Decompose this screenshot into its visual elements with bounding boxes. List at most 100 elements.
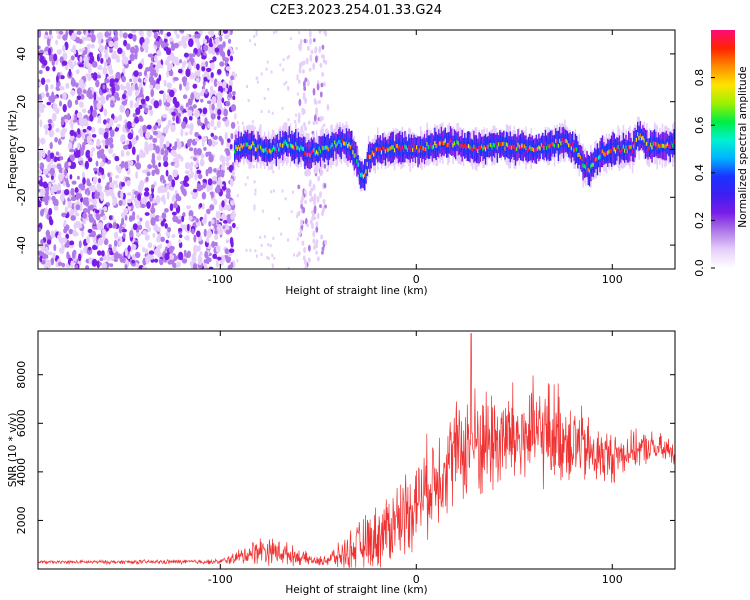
heatmap-cell [455, 143, 457, 147]
heatmap-cell [343, 141, 345, 146]
heatmap-cell [106, 94, 112, 98]
heatmap-cell [96, 102, 102, 110]
heatmap-cell [95, 160, 99, 167]
heatmap-cell [112, 201, 117, 206]
heatmap-cell [47, 251, 53, 256]
heatmap-cell [186, 139, 192, 148]
heatmap-cell [357, 162, 359, 167]
heatmap-cell [70, 55, 75, 61]
heatmap-cell [93, 167, 98, 172]
heatmap-cell [98, 222, 104, 231]
heatmap-cell [63, 219, 67, 227]
heatmap-cell [165, 140, 170, 147]
heatmap-cell [185, 33, 190, 42]
heatmap-cell [547, 144, 549, 149]
heatmap-cell [267, 148, 270, 153]
heatmap-cell [74, 114, 77, 123]
heatmap-cell [527, 147, 530, 152]
heatmap-cell [48, 182, 52, 189]
heatmap-cell [189, 72, 195, 80]
heatmap-cell [76, 95, 82, 101]
heatmap-cell [97, 64, 103, 71]
heatmap-cell [216, 120, 221, 128]
heatmap-cell [260, 252, 263, 256]
heatmap-cell [49, 152, 55, 160]
heatmap-cell [452, 143, 454, 148]
heatmap-cell [302, 206, 306, 214]
heatmap-cell [146, 171, 151, 177]
heatmap-cell [540, 142, 543, 147]
heatmap-cell [274, 146, 276, 151]
heatmap-cell [338, 139, 340, 144]
heatmap-cell [39, 119, 43, 128]
heatmap-cell [252, 165, 255, 169]
heatmap-cell [61, 262, 66, 268]
heatmap-cell [271, 147, 274, 152]
heatmap-cell [105, 190, 110, 197]
heatmap-cell [640, 136, 643, 141]
heatmap-cell [105, 123, 111, 129]
heatmap-cell [303, 86, 307, 91]
heatmap-cell [153, 32, 158, 40]
heatmap-cell [312, 212, 315, 219]
heatmap-cell [269, 148, 271, 153]
heatmap-cell [287, 55, 290, 59]
heatmap-cell [267, 243, 270, 247]
heatmap-cell [275, 148, 278, 153]
heatmap-cell [318, 146, 320, 151]
heatmap-cell [113, 231, 119, 240]
heatmap-cell [225, 239, 230, 244]
heatmap-cell [48, 35, 54, 40]
heatmap-cell [232, 222, 236, 229]
heatmap-cell [38, 55, 41, 60]
heatmap-cell [406, 148, 409, 152]
heatmap-cell [87, 109, 91, 114]
heatmap-cell [577, 152, 579, 157]
heatmap-cell [179, 105, 184, 112]
heatmap-cell [184, 170, 190, 175]
heatmap-cell [318, 99, 321, 105]
heatmap-cell [67, 99, 73, 109]
heatmap-cell [224, 248, 229, 255]
heatmap-cell [176, 138, 180, 143]
heatmap-cell [304, 77, 308, 83]
heatmap-cell [583, 164, 586, 169]
heatmap-cell [89, 151, 94, 158]
heatmap-cell [224, 87, 228, 93]
heatmap-cell [560, 141, 562, 146]
heatmap-cell [156, 155, 162, 161]
heatmap-cell [351, 143, 353, 148]
heatmap-cell [96, 183, 102, 192]
heatmap-cell [254, 147, 257, 152]
heatmap-cell [88, 246, 92, 251]
heatmap-cell [154, 83, 161, 90]
snr-series-line [38, 333, 675, 569]
heatmap-cell [102, 215, 107, 221]
heatmap-cell [75, 69, 80, 75]
heatmap-cell [303, 246, 306, 254]
heatmap-cell [191, 194, 198, 200]
heatmap-cell [657, 143, 660, 148]
heatmap-cell [127, 60, 132, 65]
heatmap-cell [136, 214, 140, 220]
heatmap-cell [305, 152, 307, 157]
heatmap-cell [534, 148, 536, 153]
heatmap-cell [83, 208, 88, 213]
heatmap-cell [149, 109, 154, 116]
heatmap-cell [208, 154, 214, 163]
heatmap-cell [87, 30, 91, 34]
heatmap-cell [142, 230, 148, 236]
heatmap-cell [312, 238, 316, 244]
heatmap-cell [212, 180, 217, 185]
heatmap-cell [53, 53, 58, 62]
heatmap-cell [221, 200, 225, 208]
heatmap-cell [102, 66, 108, 75]
heatmap-cell [543, 146, 545, 151]
heatmap-cell [69, 129, 75, 137]
heatmap-cell [203, 44, 209, 52]
heatmap-cell [659, 144, 661, 149]
heatmap-cell [123, 144, 129, 150]
heatmap-cell [255, 30, 258, 34]
heatmap-cell [197, 118, 201, 127]
heatmap-cell [142, 246, 146, 253]
